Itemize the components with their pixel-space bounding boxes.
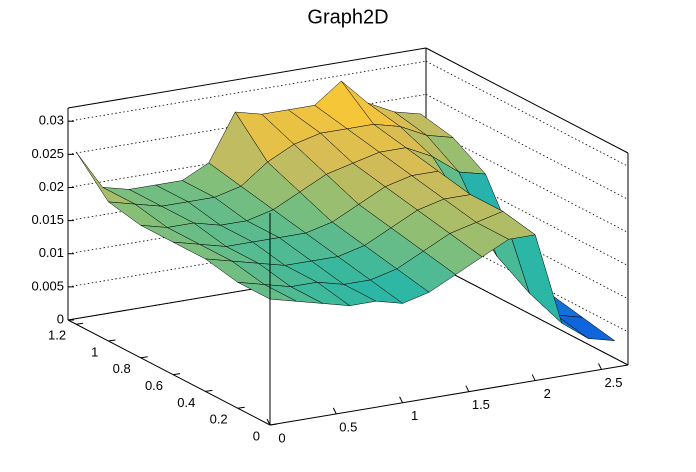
box-edge (425, 259, 629, 366)
y-tick-label: 0.6 (145, 378, 163, 393)
y-tick-label: 0.4 (177, 395, 195, 410)
axis-line (67, 319, 271, 426)
y-tick (108, 339, 116, 342)
x-tick-label: 2 (544, 386, 551, 401)
chart-title: Graph2D (307, 6, 388, 28)
y-tick (76, 322, 84, 325)
y-tick (269, 423, 278, 426)
y-tick (205, 389, 213, 392)
z-tick-label: 0.015 (31, 212, 64, 227)
x-tick (332, 407, 337, 415)
y-tick (172, 373, 181, 376)
box-edge (425, 47, 629, 154)
grid-line (67, 259, 427, 321)
y-tick-label: 0.2 (210, 412, 228, 427)
y-tick (237, 406, 245, 409)
z-tick-label: 0.025 (31, 146, 64, 161)
x-tick (465, 385, 470, 392)
grid-line (67, 60, 427, 122)
y-tick (140, 356, 148, 359)
x-tick-label: 0 (278, 430, 285, 445)
y-tick-label: 1 (91, 344, 98, 359)
z-tick-label: 0.005 (31, 278, 64, 293)
x-tick-label: 0.5 (339, 419, 357, 434)
x-tick (399, 396, 404, 404)
axis-line (269, 364, 629, 426)
z-tick-label: 0.03 (39, 113, 64, 128)
x-tick-label: 1 (411, 408, 418, 423)
surface-cell (237, 282, 297, 302)
y-tick-label: 1.2 (48, 328, 66, 343)
x-tick (531, 374, 536, 381)
y-tick-label: 0 (253, 428, 260, 443)
x-tick-label: 1.5 (472, 397, 490, 412)
x-tick (598, 363, 602, 370)
y-tick-label: 0.8 (113, 361, 131, 376)
z-tick-label: 0.02 (39, 179, 64, 194)
x-tick-label: 2.5 (604, 375, 622, 390)
z-tick-label: 0.01 (39, 245, 64, 260)
box-edge (67, 47, 427, 109)
z-tick-label: 0 (57, 311, 64, 326)
x-tick (266, 418, 271, 426)
